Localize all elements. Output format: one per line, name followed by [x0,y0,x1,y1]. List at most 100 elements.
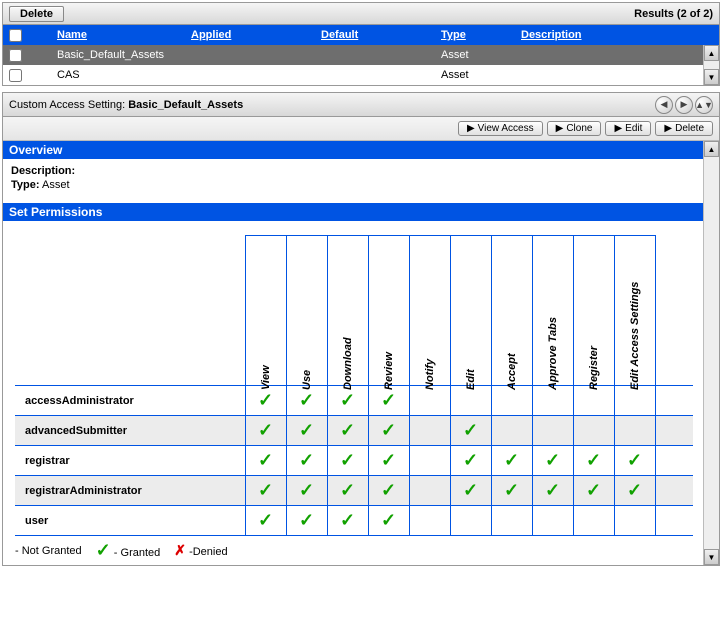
type-value: Asset [42,179,70,191]
check-icon: ✓ [258,450,273,470]
scroll-track[interactable] [704,61,719,69]
perm-cell: ✓ [327,446,368,476]
row-checkbox[interactable] [9,49,22,62]
perm-cell: ✓ [573,446,614,476]
check-icon: ✓ [381,480,396,500]
perm-cell: ✓ [286,416,327,446]
col-header-description[interactable]: Description [521,29,582,41]
perm-cell: ✓ [327,506,368,536]
col-header-type[interactable]: Type [441,29,466,41]
perm-role-name: registrar [15,446,245,476]
perm-cell [409,506,450,536]
col-header-default[interactable]: Default [321,29,358,41]
perm-cell: ✓ [368,446,409,476]
perm-col-header: Notify [409,236,450,386]
row-checkbox[interactable] [9,69,22,82]
legend-not-granted: - Not Granted [15,545,82,557]
perm-cell: ✓ [245,386,286,416]
grid-body: Basic_Default_AssetsAssetCASAsset [3,45,703,85]
perm-cell [409,416,450,446]
legend-granted: - Granted [114,547,160,559]
detail-scroll-down-icon[interactable]: ▼ [704,549,719,565]
perm-cell [409,446,450,476]
row-name: Basic_Default_Assets [51,49,191,61]
prev-record-button[interactable]: ◀ [655,96,673,114]
perm-cell: ✓ [286,386,327,416]
check-icon: ✓ [504,480,519,500]
check-icon: ✓ [299,390,314,410]
check-icon: ✓ [627,480,642,500]
detail-scroll-up-icon[interactable]: ▲ [704,141,719,157]
perm-cell: ✓ [368,386,409,416]
perm-cell [532,416,573,446]
detail-scroll-track[interactable] [704,157,719,549]
row-type: Asset [441,49,521,61]
col-header-name[interactable]: Name [57,29,87,41]
clone-button[interactable]: ▶Clone [547,121,602,136]
check-icon: ✓ [299,450,314,470]
table-row[interactable]: Basic_Default_Assets Asset [3,45,703,65]
next-record-button[interactable]: ▶ [675,96,693,114]
delete-button[interactable]: Delete [9,6,64,22]
row-type: Asset [441,69,521,81]
perm-role-name: registrarAdministrator [15,476,245,506]
perm-cell: ✓ [491,476,532,506]
table-row[interactable]: CASAsset [3,65,703,85]
grid-scrollbar[interactable]: ▲ ▼ [703,45,719,85]
perm-role-name: user [15,506,245,536]
perm-cell [491,506,532,536]
description-label: Description: [11,165,75,177]
legend: - Not Granted ✓ - Granted ✗ -Denied [3,536,703,565]
check-icon: ✓ [299,480,314,500]
check-icon: ✓ [340,450,355,470]
check-icon: ✓ [545,450,560,470]
check-icon: ✓ [340,510,355,530]
check-icon: ✓ [340,480,355,500]
perm-cell: ✓ [245,506,286,536]
check-icon: ✓ [586,450,601,470]
permissions-table: ViewUseDownloadReviewNotifyEditAcceptApp… [15,235,693,536]
scroll-down-icon[interactable]: ▼ [704,69,719,85]
perm-cell: ✓ [327,416,368,446]
perm-row: advancedSubmitter✓✓✓✓✓ [15,416,693,446]
check-icon: ✓ [299,420,314,440]
scroll-up-icon[interactable]: ▲ [704,45,719,61]
select-all-checkbox[interactable] [9,29,22,42]
check-icon: ✓ [96,540,111,560]
perm-row: registrarAdministrator✓✓✓✓✓✓✓✓✓ [15,476,693,506]
perm-cell: ✓ [245,446,286,476]
perm-cell: ✓ [532,476,573,506]
permissions-header: Set Permissions [3,203,703,221]
show-all-button[interactable]: ▲▼ [695,96,713,114]
view-access-button[interactable]: ▶View Access [458,121,543,136]
detail-scrollbar[interactable]: ▲ ▼ [703,141,719,565]
perm-col-header: Use [286,236,327,386]
check-icon: ✓ [545,480,560,500]
type-label: Type: [11,179,40,191]
perm-cell [450,386,491,416]
perm-col-header: Review [368,236,409,386]
check-icon: ✓ [627,450,642,470]
col-header-applied[interactable]: Applied [191,29,231,41]
perm-cell [450,506,491,536]
check-icon: ✓ [340,390,355,410]
perm-col-header: View [245,236,286,386]
detail-title-prefix: Custom Access Setting: [9,99,125,111]
results-count: Results (2 of 2) [634,8,713,20]
edit-button[interactable]: ▶Edit [605,121,651,136]
perm-cell [573,416,614,446]
perm-cell [491,386,532,416]
perm-cell: ✓ [614,446,655,476]
detail-delete-button[interactable]: ▶Delete [655,121,713,136]
check-icon: ✓ [586,480,601,500]
action-bar: ▶View Access ▶Clone ▶Edit ▶Delete [3,117,719,141]
perm-row: registrar✓✓✓✓✓✓✓✓✓ [15,446,693,476]
perm-row: user✓✓✓✓ [15,506,693,536]
perm-cell: ✓ [327,386,368,416]
perm-cell [532,506,573,536]
check-icon: ✓ [381,390,396,410]
check-icon: ✓ [463,420,478,440]
perm-cell: ✓ [532,446,573,476]
x-icon: ✗ [174,542,186,558]
nav-buttons: ◀ ▶ ▲▼ [655,96,713,114]
